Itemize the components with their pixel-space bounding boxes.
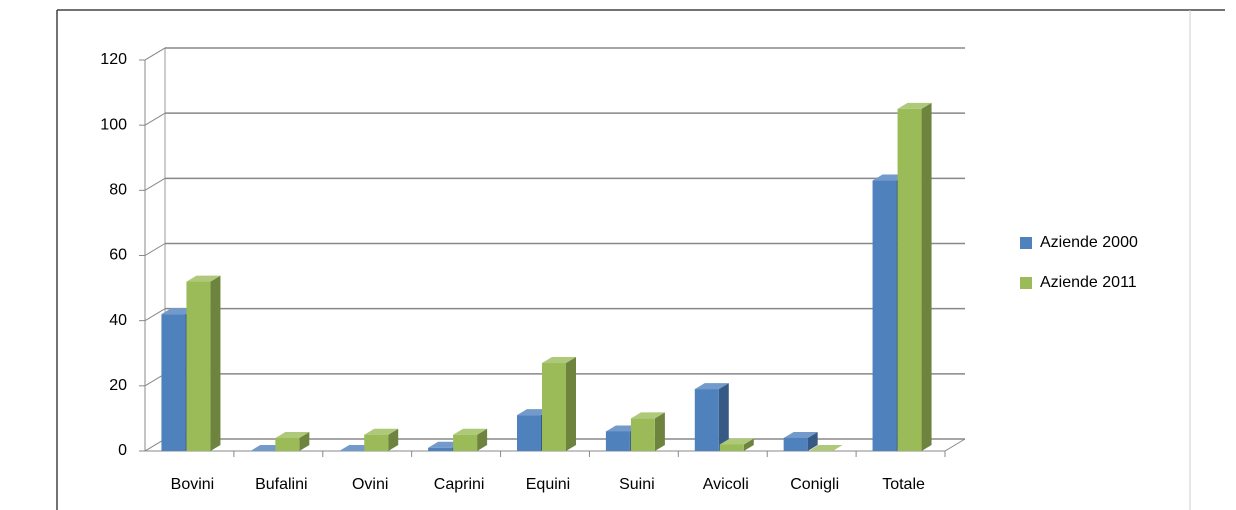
bar-side: [718, 383, 729, 451]
x-tick-label: Conigli: [790, 476, 839, 493]
bar-side: [654, 412, 665, 451]
bar-top: [364, 428, 399, 435]
grid-line: [144, 47, 166, 61]
bar: [694, 389, 719, 451]
y-tick-label: 80: [109, 182, 127, 199]
bar: [719, 444, 744, 451]
bar-top: [808, 445, 843, 451]
grid-line: [144, 112, 166, 126]
legend-swatch: [1020, 277, 1032, 289]
bar-top: [275, 431, 310, 438]
bar-side: [477, 428, 488, 451]
x-tick-label: Caprini: [434, 476, 485, 493]
bar: [517, 415, 541, 451]
bar-side: [921, 102, 932, 451]
bar-side: [388, 428, 399, 451]
bar: [428, 447, 453, 451]
y-tick-label: 120: [100, 51, 127, 68]
bar: [275, 437, 300, 451]
x-tick-label: Equini: [526, 476, 570, 493]
bar-side: [807, 431, 818, 451]
y-tick-label: 60: [109, 247, 127, 264]
x-tick-label: Avicoli: [703, 476, 749, 493]
x-tick-label: Ovini: [352, 476, 388, 493]
bar-side: [210, 275, 221, 451]
y-tick-label: 100: [100, 116, 127, 133]
bar: [783, 437, 808, 451]
x-tick-label: Suini: [619, 476, 655, 493]
bar-top: [783, 431, 818, 438]
bar-top: [630, 412, 665, 419]
bar-side: [566, 357, 576, 451]
y-tick-label: 20: [109, 377, 127, 394]
legend-label: Aziende 2000: [1040, 234, 1138, 251]
bar: [186, 281, 211, 451]
bar: [542, 363, 566, 451]
bar-side: [299, 431, 310, 451]
grid-line: [144, 243, 166, 256]
bar: [161, 314, 186, 451]
bar-top: [897, 102, 932, 109]
bar: [897, 108, 922, 451]
bar: [605, 431, 630, 451]
bar-top: [719, 438, 754, 445]
y-tick-label: 0: [118, 442, 127, 459]
bar-top: [453, 428, 488, 435]
x-tick-label: Bovini: [171, 476, 215, 493]
bar-top: [186, 275, 221, 282]
x-tick-label: Bufalini: [255, 476, 307, 493]
x-tick-label: Totale: [882, 476, 925, 493]
bar: [364, 434, 389, 451]
bar-top: [542, 357, 576, 364]
grid-line: [144, 308, 166, 322]
legend-label: Aziende 2011: [1040, 274, 1137, 291]
y-tick-label: 40: [109, 312, 127, 329]
bar: [453, 434, 478, 451]
bar-side: [743, 438, 754, 451]
grid-line: [144, 177, 166, 191]
bar-top: [694, 383, 729, 390]
legend-swatch: [1020, 237, 1032, 249]
bar: [630, 418, 655, 451]
bar: [872, 180, 897, 451]
